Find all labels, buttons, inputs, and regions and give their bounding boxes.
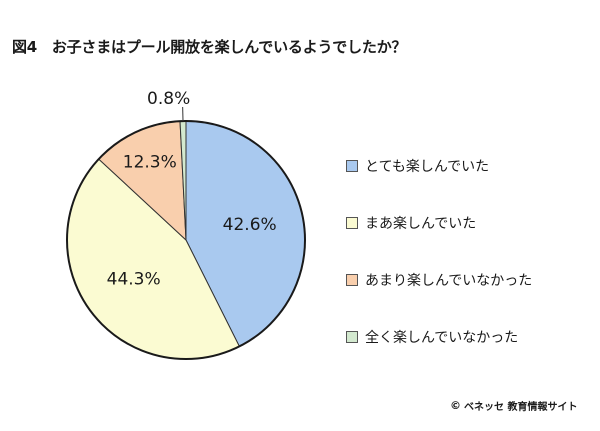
legend-label: とても楽しんでいた — [365, 158, 490, 175]
legend-swatch — [346, 273, 358, 286]
legend-swatch — [346, 330, 358, 343]
legend-swatch — [346, 216, 358, 229]
copyright-footer: © ベネッセ 教育情報サイト — [450, 398, 577, 413]
chart-title: 図4 お子さまはプール開放を楽しんでいるようでしたか？ — [12, 38, 407, 56]
legend-label: あまり楽しんでいなかった — [365, 272, 533, 289]
legend-item-not-at-all: 全く楽しんでいなかった — [346, 326, 532, 347]
data-label-not-much: 12.3% — [123, 152, 177, 172]
legend-label: 全く楽しんでいなかった — [365, 329, 519, 346]
legend-item-not-much: あまり楽しんでいなかった — [346, 269, 532, 290]
legend-item-very: とても楽しんでいた — [346, 155, 532, 176]
legend-item-somewhat: まあ楽しんでいた — [346, 212, 532, 233]
legend: とても楽しんでいた まあ楽しんでいた あまり楽しんでいなかった 全く楽しんでいな… — [346, 155, 532, 383]
legend-label: まあ楽しんでいた — [365, 215, 477, 232]
data-label-very: 42.6% — [223, 215, 277, 235]
data-label-not-at-all: 0.8% — [147, 89, 190, 109]
copyright-icon: © — [450, 399, 461, 412]
data-label-somewhat: 44.3% — [107, 269, 161, 289]
legend-swatch — [346, 159, 358, 172]
pie-outline — [66, 120, 306, 360]
copyright-text: ベネッセ 教育情報サイト — [464, 402, 578, 413]
